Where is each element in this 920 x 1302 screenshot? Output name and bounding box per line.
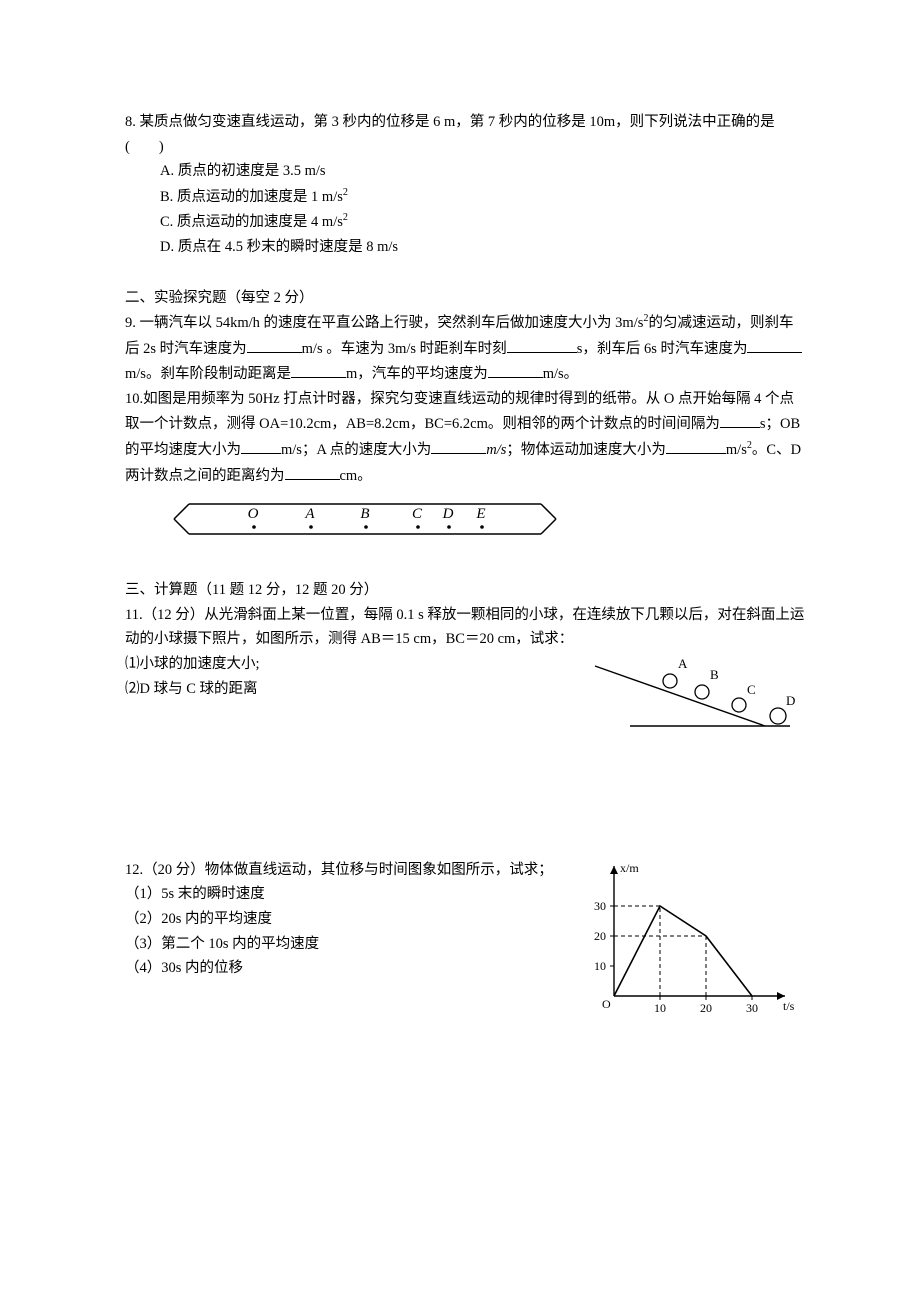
q10-blank-2[interactable]: [241, 437, 281, 454]
svg-text:B: B: [710, 667, 719, 682]
q10-body: 10.如图是用频率为 50Hz 打点计时器，探究匀变速直线运动的规律时得到的纸带…: [125, 387, 805, 488]
q10-c: m/s；A 点的速度大小为: [281, 442, 431, 458]
q11-stem: 11.（12 分）从光滑斜面上某一位置，每隔 0.1 s 释放一颗相同的小球，在…: [125, 603, 805, 652]
svg-text:t/s: t/s: [783, 999, 795, 1013]
svg-text:C: C: [747, 682, 756, 697]
svg-text:A: A: [678, 656, 688, 671]
q8-opt-c-text: C. 质点运动的加速度是 4 m/s: [160, 214, 343, 230]
svg-text:A: A: [304, 506, 315, 522]
q10-unit-ms2: m/s: [726, 442, 747, 458]
q9-c: m/s 。车速为 3m/s 时距刹车时刻: [302, 341, 507, 357]
q10-unit-ms: m/s: [486, 442, 506, 458]
svg-text:30: 30: [746, 1001, 758, 1015]
svg-text:C: C: [412, 506, 423, 522]
q9-d: s，刹车后 6s 时汽车速度为: [577, 341, 748, 357]
sup-2: 2: [343, 212, 348, 223]
q11-p2: ⑵D 球与 C 球的距离: [125, 677, 580, 702]
svg-text:O: O: [602, 997, 611, 1011]
q10-blank-1[interactable]: [720, 411, 760, 428]
q10-f: cm。: [340, 468, 372, 484]
q8-opt-d: D. 质点在 4.5 秒末的瞬时速度是 8 m/s: [125, 235, 805, 260]
svg-text:O: O: [248, 506, 259, 522]
q10-blank-4[interactable]: [666, 437, 726, 454]
q9-g: m/s。: [543, 366, 578, 382]
sup-2: 2: [343, 187, 348, 198]
q8-opt-b-text: B. 质点运动的加速度是 1 m/s: [160, 189, 343, 205]
q10-blank-3[interactable]: [431, 437, 486, 454]
q9-blank-4[interactable]: [291, 361, 346, 378]
q8-opt-b: B. 质点运动的加速度是 1 m/s2: [125, 184, 805, 209]
svg-text:B: B: [360, 506, 369, 522]
q10-d: ；物体运动加速度大小为: [506, 442, 666, 458]
svg-text:20: 20: [594, 929, 606, 943]
xt-graph-svg: x/m t/s O 10 20 30 10 20 30: [570, 858, 800, 1018]
svg-text:E: E: [475, 506, 485, 522]
q12-figure: x/m t/s O 10 20 30 10 20 30: [560, 858, 805, 1027]
q9-blank-5[interactable]: [488, 361, 543, 378]
svg-text:20: 20: [700, 1001, 712, 1015]
incline-svg: A B C D: [580, 654, 795, 749]
q9-a: 9. 一辆汽车以 54km/h 的速度在平直公路上行驶，突然刹车后做加速度大小为…: [125, 315, 643, 331]
q8-opt-a: A. 质点的初速度是 3.5 m/s: [125, 159, 805, 184]
svg-text:D: D: [442, 506, 454, 522]
q9-blank-2[interactable]: [507, 336, 577, 353]
section-2-heading: 二、实验探究题（每空 2 分）: [125, 286, 805, 311]
q9-f: m，汽车的平均速度为: [346, 366, 488, 382]
svg-text:D: D: [786, 693, 795, 708]
svg-text:30: 30: [594, 899, 606, 913]
q12-p1: （1）5s 末的瞬时速度: [125, 882, 560, 907]
q10-tape-figure: OABCDE: [165, 494, 805, 542]
q10-a: 10.如图是用频率为 50Hz 打点计时器，探究匀变速直线运动的规律时得到的纸带…: [125, 391, 794, 433]
q11-figure: A B C D: [580, 652, 805, 758]
q11-p1: ⑴小球的加速度大小;: [125, 652, 580, 677]
q9-blank-3[interactable]: [747, 336, 802, 353]
q9-body: 9. 一辆汽车以 54km/h 的速度在平直公路上行驶，突然刹车后做加速度大小为…: [125, 310, 805, 387]
svg-text:10: 10: [594, 959, 606, 973]
q8-stem: 8. 某质点做匀变速直线运动，第 3 秒内的位移是 6 m，第 7 秒内的位移是…: [125, 110, 805, 159]
q12-stem: 12.（20 分）物体做直线运动，其位移与时间图象如图所示，试求；: [125, 858, 560, 883]
q12-p2: （2）20s 内的平均速度: [125, 907, 560, 932]
ticker-tape-svg: OABCDE: [165, 494, 560, 542]
q9-blank-1[interactable]: [247, 336, 302, 353]
svg-text:x/m: x/m: [620, 861, 639, 875]
q12-p4: （4）30s 内的位移: [125, 956, 560, 981]
section-3-heading: 三、计算题（11 题 12 分，12 题 20 分）: [125, 578, 805, 603]
q8-opt-c: C. 质点运动的加速度是 4 m/s2: [125, 209, 805, 234]
q12-p3: （3）第二个 10s 内的平均速度: [125, 932, 560, 957]
q10-blank-5[interactable]: [285, 463, 340, 480]
svg-text:10: 10: [654, 1001, 666, 1015]
q9-e: m/s。刹车阶段制动距离是: [125, 366, 291, 382]
